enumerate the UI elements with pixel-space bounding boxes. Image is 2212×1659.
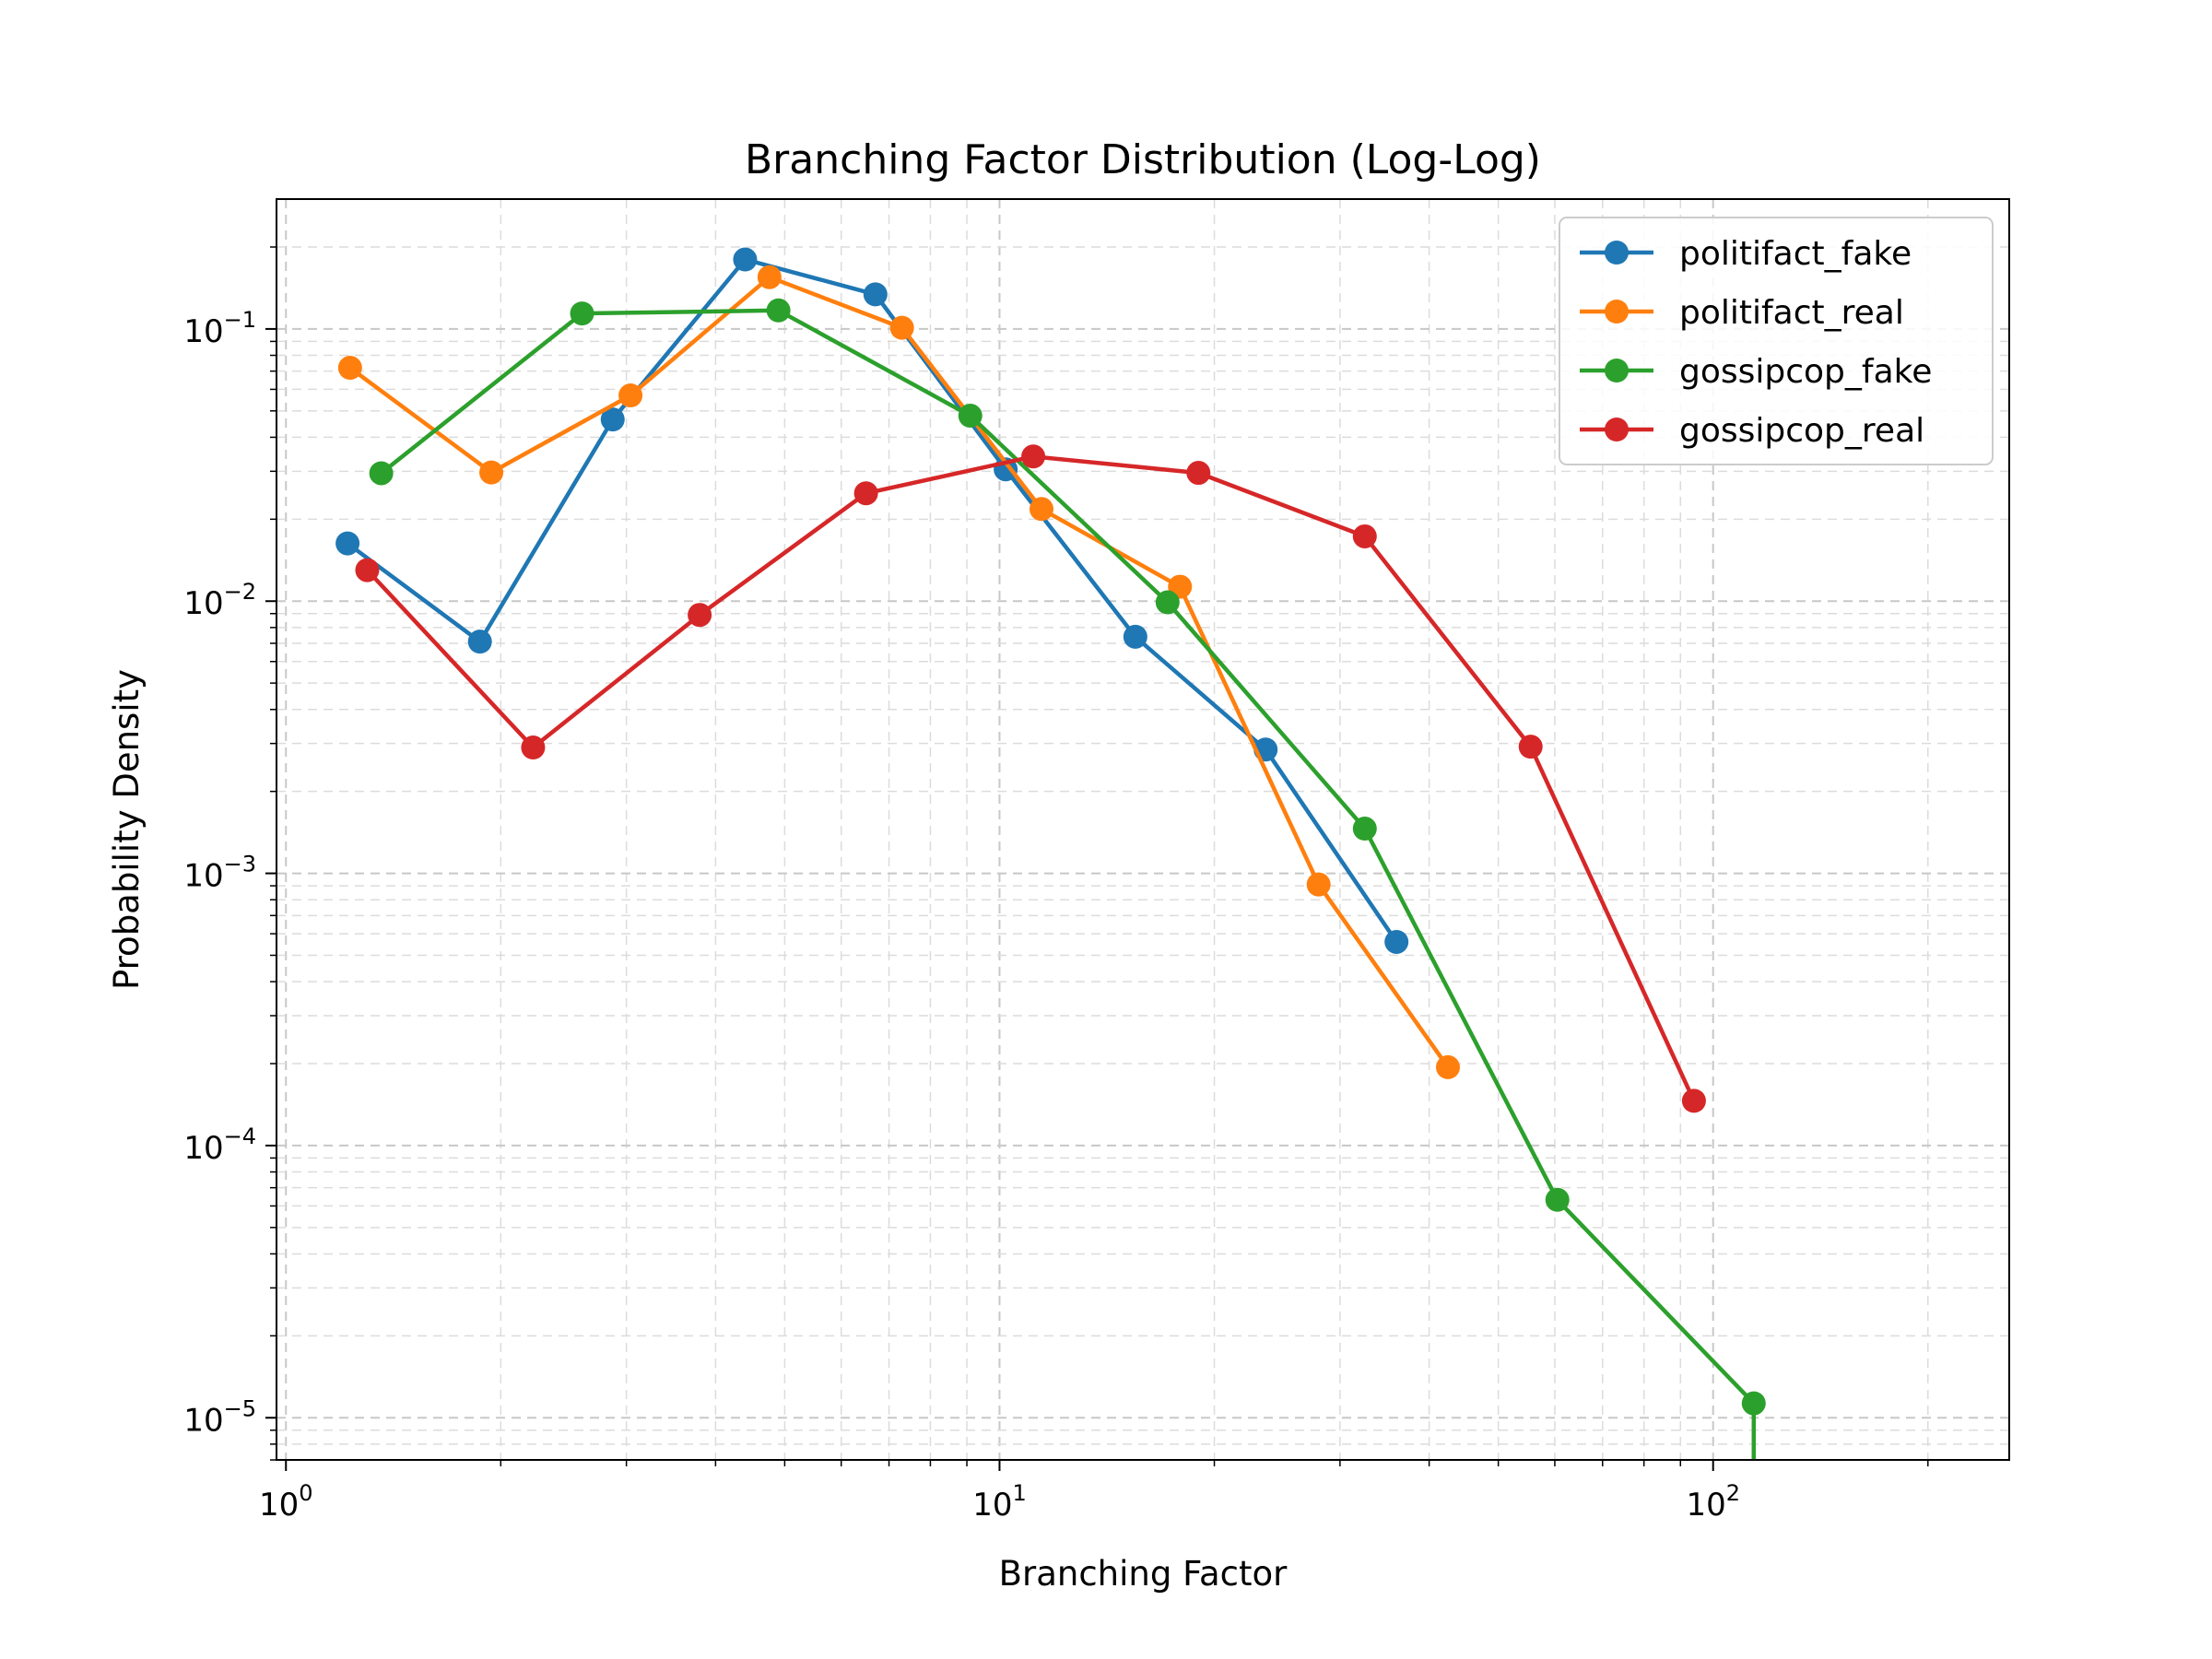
data-point xyxy=(863,282,888,307)
data-point xyxy=(733,247,758,272)
data-point xyxy=(1518,735,1543,759)
data-point xyxy=(1384,929,1409,954)
legend-label: politifact_fake xyxy=(1679,235,1912,273)
data-point xyxy=(355,558,380,582)
legend-label: politifact_real xyxy=(1679,294,1904,332)
data-point xyxy=(958,404,982,429)
legend-box xyxy=(1559,217,1994,465)
x-tick-label: 100 xyxy=(259,1480,313,1524)
data-point xyxy=(467,629,492,654)
legend: politifact_fake politifact_real gossipcop_… xyxy=(1559,217,1994,465)
data-point xyxy=(521,735,546,760)
plot-area xyxy=(276,199,2009,1460)
axis-ticks: 100 101 102 10−5 10−4 10−3 10−2 10−1 xyxy=(183,246,1929,1524)
data-point xyxy=(766,298,791,323)
legend-marker xyxy=(1605,418,1629,441)
data-point xyxy=(1352,817,1377,841)
legend-label: gossipcop_fake xyxy=(1679,353,1932,391)
data-point xyxy=(337,356,362,381)
series-layer xyxy=(335,247,1766,1460)
legend-item-politifact_fake: politifact_fake xyxy=(1580,235,1912,273)
y-tick-label: 10−3 xyxy=(183,852,256,895)
x-axis-label: Branching Factor xyxy=(999,1554,1288,1594)
legend-item-politifact_real: politifact_real xyxy=(1580,294,1904,332)
data-point xyxy=(688,603,712,628)
data-point xyxy=(1681,1088,1706,1113)
legend-label: gossipcop_real xyxy=(1679,412,1924,450)
data-point xyxy=(1741,1391,1766,1416)
data-point xyxy=(757,265,782,289)
data-point xyxy=(1186,461,1211,486)
y-tick-label: 10−4 xyxy=(183,1124,256,1167)
data-point xyxy=(1435,1054,1460,1079)
y-tick-label: 10−2 xyxy=(183,579,256,622)
chart-title: Branching Factor Distribution (Log-Log) xyxy=(745,136,1541,183)
series-gossipcop_real xyxy=(355,444,1706,1113)
data-point xyxy=(479,460,504,485)
data-point xyxy=(1545,1187,1570,1212)
series-politifact_real xyxy=(337,265,1460,1079)
legend-marker xyxy=(1605,359,1629,382)
x-tick-label: 102 xyxy=(1686,1480,1740,1524)
legend-item-gossipcop_real: gossipcop_real xyxy=(1580,412,1924,450)
x-tick-label: 101 xyxy=(972,1480,1027,1524)
data-point xyxy=(1155,590,1180,615)
legend-marker xyxy=(1605,300,1629,324)
data-point xyxy=(853,481,878,506)
legend-marker xyxy=(1605,241,1629,265)
data-point xyxy=(1352,524,1377,548)
y-tick-label: 10−5 xyxy=(183,1395,256,1439)
data-point xyxy=(1030,497,1054,522)
y-tick-label: 10−1 xyxy=(183,307,256,350)
legend-item-gossipcop_fake: gossipcop_fake xyxy=(1580,353,1932,391)
data-point xyxy=(889,315,914,340)
data-point xyxy=(618,383,643,408)
data-point xyxy=(600,407,625,432)
data-point xyxy=(369,461,394,486)
plot-frame xyxy=(276,198,2010,1461)
data-point xyxy=(1306,872,1331,897)
data-point xyxy=(1123,624,1147,649)
series-gossipcop_fake xyxy=(369,298,1766,1460)
y-axis-label: Probability Density xyxy=(107,669,147,990)
data-point xyxy=(570,301,594,326)
data-point xyxy=(1021,444,1046,469)
data-point xyxy=(335,531,360,556)
